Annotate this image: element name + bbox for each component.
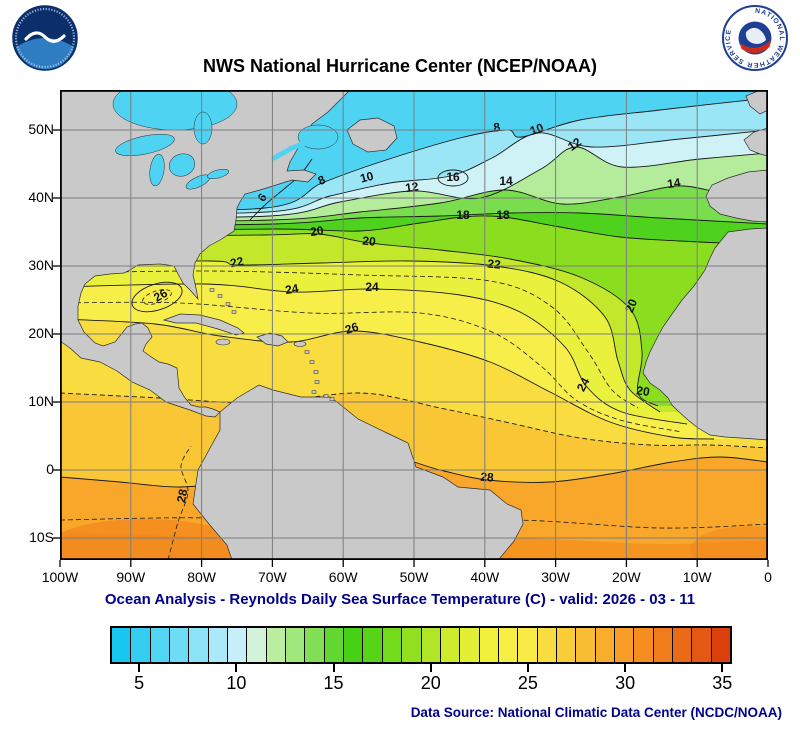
noaa-gull-icon (24, 31, 66, 43)
colorbar-segment (344, 628, 364, 662)
colorbar-segment (208, 628, 229, 662)
noaa-logo (12, 5, 78, 71)
colorbar-segment (382, 628, 403, 662)
colorbar-tick (624, 664, 627, 672)
nws-logo-map-shape (745, 27, 766, 44)
contour-label: 20 (636, 383, 651, 399)
colorbar-segment (653, 628, 673, 662)
contour-label: 24 (574, 375, 593, 394)
lon-tick-label: 100W (41, 569, 79, 585)
colorbar-segment (576, 628, 596, 662)
contour-label: 28 (480, 470, 495, 485)
colorbar-segment (286, 628, 306, 662)
lat-tick-label: 10S (29, 529, 54, 545)
colorbar-segment (634, 628, 654, 662)
lon-tick-label: 10W (682, 569, 712, 585)
colorbar-segment (421, 628, 441, 662)
colorbar-segment (692, 628, 712, 662)
colorbar-tick (235, 664, 238, 672)
colorbar-segment (479, 628, 499, 662)
contour-label: 8 (492, 120, 501, 135)
colorbar-tick-label: 25 (517, 673, 538, 693)
colorbar-tick-label: 30 (615, 673, 636, 693)
colorbar-segment (460, 628, 480, 662)
colorbar-tick-label: 5 (134, 673, 145, 693)
colorbar-segment (518, 628, 538, 662)
colorbar-tick-label: 20 (420, 673, 441, 693)
lon-tick-label: 50W (399, 569, 429, 585)
colorbar-tick (138, 664, 141, 672)
lat-tick-label: 40N (28, 189, 54, 205)
colorbar-segment (189, 628, 209, 662)
contour-label: 28 (174, 488, 191, 504)
colorbar-segment (402, 628, 422, 662)
noaa-logo-rim (12, 5, 78, 71)
contour-label: 26 (151, 286, 170, 305)
contour-label: 24 (284, 281, 300, 297)
lat-tick-label: 30N (28, 257, 54, 273)
colorbar-tick (429, 664, 432, 672)
page-title: NWS National Hurricane Center (NCEP/NOAA… (202, 56, 598, 76)
colorbar-segment (711, 628, 730, 662)
lat-tick-label: 20N (28, 325, 54, 341)
colorbar-segment (305, 628, 325, 662)
lat-tick-label: 50N (28, 121, 54, 137)
colorbar-segment (266, 628, 287, 662)
noaa-logo-text-ring (14, 7, 76, 69)
colorbar-segment (170, 628, 190, 662)
colorbar-segment (595, 628, 615, 662)
colorbar-segment (556, 628, 577, 662)
colorbar-segment (131, 628, 151, 662)
noaa-logo-sea (16, 38, 74, 70)
contour-label: 10 (359, 169, 376, 186)
contour-label: 12 (404, 179, 419, 195)
contour-label: 14 (666, 175, 681, 191)
contour-label: 24 (365, 280, 379, 294)
colorbar-tick (332, 664, 335, 672)
colorbar-segment (614, 628, 635, 662)
colorbar-segment (112, 628, 132, 662)
nws-logo: NATIONAL WEATHER SERVICE (722, 5, 788, 71)
colorbar-segment (440, 628, 461, 662)
colorbar (110, 626, 732, 664)
colorbar-segment (537, 628, 557, 662)
contour-label: 20 (309, 223, 324, 239)
colorbar-segment (247, 628, 267, 662)
colorbar-segment (228, 628, 248, 662)
nws-logo-red-swoosh (740, 40, 771, 54)
contour-label: 14 (499, 174, 513, 188)
colorbar-tick-label: 15 (323, 673, 344, 693)
contour-label: 10 (528, 120, 546, 138)
contour-label: 22 (487, 257, 502, 272)
colorbar-segment (363, 628, 383, 662)
lon-tick-label: 70W (257, 569, 287, 585)
contour-label: 20 (362, 234, 377, 249)
contour-label: 26 (343, 319, 360, 337)
lon-tick-label: 20W (611, 569, 641, 585)
colorbar-tick (526, 664, 529, 672)
colorbar-tick-label: 35 (712, 673, 733, 693)
data-source-credit: Data Source: National Climatic Data Cent… (410, 705, 782, 720)
colorbar-tick-label: 10 (226, 673, 247, 693)
contour-label: 18 (496, 208, 510, 222)
lat-tick-label: 0 (46, 461, 54, 477)
colorbar-segment (672, 628, 693, 662)
lon-tick-label: 30W (541, 569, 570, 585)
colorbar-segment (498, 628, 519, 662)
lon-tick-label: 60W (328, 569, 358, 585)
lon-tick-label: 80W (187, 569, 216, 585)
lon-tick-label: 90W (116, 569, 146, 585)
analysis-caption: Ocean Analysis - Reynolds Daily Sea Surf… (104, 591, 696, 608)
lon-tick-label: 0 (764, 569, 772, 585)
colorbar-segment (324, 628, 345, 662)
contour-label: 18 (456, 208, 470, 222)
colorbar-tick (721, 664, 724, 672)
lon-tick-label: 40W (470, 569, 500, 585)
contour-label: 16 (446, 170, 460, 184)
colorbar-segment (150, 628, 171, 662)
lat-tick-label: 10N (28, 393, 54, 409)
